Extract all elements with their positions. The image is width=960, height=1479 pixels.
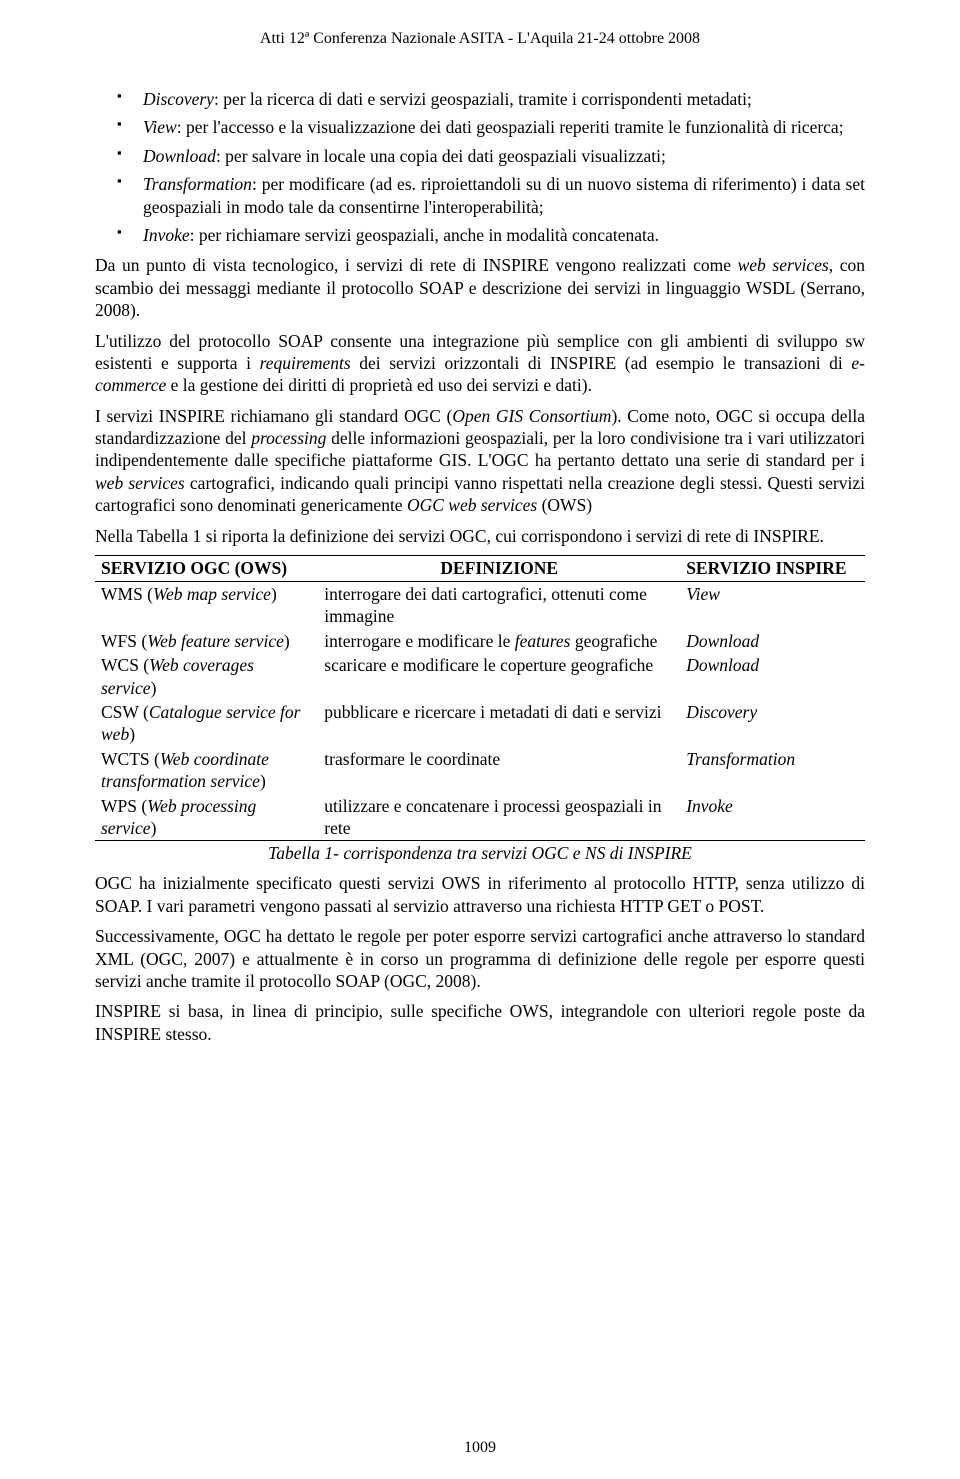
paragraph: OGC ha inizialmente specificato questi s… xyxy=(95,872,865,917)
cell-inspire: Download xyxy=(680,629,865,653)
cell-def: pubblicare e ricercare i metadati di dat… xyxy=(318,700,680,747)
cell-inspire: Download xyxy=(680,653,865,700)
paragraph: Nella Tabella 1 si riporta la definizion… xyxy=(95,525,865,547)
table-row: WMS (Web map service) interrogare dei da… xyxy=(95,582,865,629)
text: I servizi INSPIRE richiamano gli standar… xyxy=(95,406,452,426)
ogc-table: SERVIZIO OGC (OWS) DEFINIZIONE SERVIZIO … xyxy=(95,555,865,841)
cell-ogc: WCS (Web coverages service) xyxy=(95,653,318,700)
cell-def: interrogare e modificare le features geo… xyxy=(318,629,680,653)
page: Atti 12ª Conferenza Nazionale ASITA - L'… xyxy=(0,0,960,1479)
cell-ogc: WCTS (Web coordinate transformation serv… xyxy=(95,747,318,794)
th-inspire: SERVIZIO INSPIRE xyxy=(680,556,865,582)
term-text: : per salvare in locale una copia dei da… xyxy=(216,146,666,166)
list-item: Transformation: per modificare (ad es. r… xyxy=(95,173,865,218)
table-row: CSW (Catalogue service for web) pubblica… xyxy=(95,700,865,747)
term-text: : per richiamare servizi geospaziali, an… xyxy=(190,225,659,245)
page-header: Atti 12ª Conferenza Nazionale ASITA - L'… xyxy=(95,30,865,48)
table-row: WCTS (Web coordinate transformation serv… xyxy=(95,747,865,794)
text: (OWS) xyxy=(537,495,592,515)
paragraph: INSPIRE si basa, in linea di principio, … xyxy=(95,1000,865,1045)
cell-def: utilizzare e concatenare i processi geos… xyxy=(318,794,680,841)
term-text: : per modificare (ad es. riproiettandoli… xyxy=(143,174,865,216)
term-text: : per l'accesso e la visualizzazione dei… xyxy=(177,117,844,137)
cell-inspire: Discovery xyxy=(680,700,865,747)
page-number: 1009 xyxy=(0,1439,960,1457)
paragraph: Successivamente, OGC ha dettato le regol… xyxy=(95,925,865,992)
list-item: Download: per salvare in locale una copi… xyxy=(95,145,865,167)
term: View xyxy=(143,117,177,137)
list-item: Discovery: per la ricerca di dati e serv… xyxy=(95,88,865,110)
cell-inspire: View xyxy=(680,582,865,629)
th-def: DEFINIZIONE xyxy=(318,556,680,582)
cell-inspire: Transformation xyxy=(680,747,865,794)
text-italic: OGC web services xyxy=(407,495,537,515)
table-caption: Tabella 1- corrispondenza tra servizi OG… xyxy=(95,843,865,864)
term: Download xyxy=(143,146,216,166)
table-header-row: SERVIZIO OGC (OWS) DEFINIZIONE SERVIZIO … xyxy=(95,556,865,582)
text-italic: requirements xyxy=(260,353,351,373)
term: Transformation xyxy=(143,174,252,194)
text: e la gestione dei diritti di proprietà e… xyxy=(166,375,592,395)
text: dei servizi orizzontali di INSPIRE (ad e… xyxy=(351,353,852,373)
term: Discovery xyxy=(143,89,214,109)
cell-ogc: CSW (Catalogue service for web) xyxy=(95,700,318,747)
text: Da un punto di vista tecnologico, i serv… xyxy=(95,255,738,275)
paragraph: Da un punto di vista tecnologico, i serv… xyxy=(95,254,865,321)
cell-ogc: WPS (Web processing service) xyxy=(95,794,318,841)
cell-inspire: Invoke xyxy=(680,794,865,841)
term-text: : per la ricerca di dati e servizi geosp… xyxy=(214,89,752,109)
cell-def: scaricare e modificare le coperture geog… xyxy=(318,653,680,700)
bullet-list: Discovery: per la ricerca di dati e serv… xyxy=(95,88,865,246)
cell-ogc: WMS (Web map service) xyxy=(95,582,318,629)
text-italic: web services xyxy=(738,255,829,275)
text-italic: Open GIS Consortium xyxy=(452,406,611,426)
cell-ogc: WFS (Web feature service) xyxy=(95,629,318,653)
table-row: WFS (Web feature service) interrogare e … xyxy=(95,629,865,653)
cell-def: interrogare dei dati cartografici, otten… xyxy=(318,582,680,629)
term: Invoke xyxy=(143,225,190,245)
text-italic: web services xyxy=(95,473,185,493)
th-ogc: SERVIZIO OGC (OWS) xyxy=(95,556,318,582)
table-row: WCS (Web coverages service) scaricare e … xyxy=(95,653,865,700)
cell-def: trasformare le coordinate xyxy=(318,747,680,794)
paragraph: I servizi INSPIRE richiamano gli standar… xyxy=(95,405,865,517)
table-row: WPS (Web processing service) utilizzare … xyxy=(95,794,865,841)
list-item: Invoke: per richiamare servizi geospazia… xyxy=(95,224,865,246)
list-item: View: per l'accesso e la visualizzazione… xyxy=(95,116,865,138)
text-italic: processing xyxy=(251,428,326,448)
paragraph: L'utilizzo del protocollo SOAP consente … xyxy=(95,330,865,397)
